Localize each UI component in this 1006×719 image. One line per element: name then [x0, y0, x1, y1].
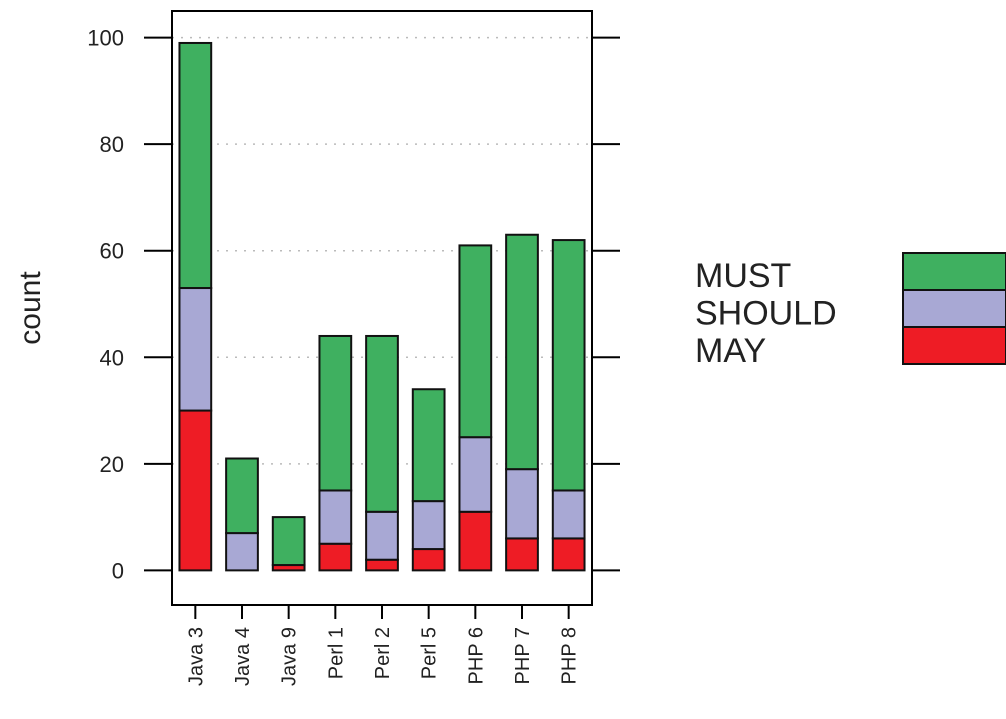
bar-segment-must [411, 388, 446, 503]
x-tick-label: PHP 6 [465, 627, 487, 684]
x-tick-label: Java 4 [232, 627, 254, 686]
bar-segment-must [365, 334, 399, 513]
x-tick-label: Perl 1 [325, 627, 347, 679]
bar-segment-should [178, 287, 213, 412]
bar-segment-may [365, 558, 399, 572]
bar-segment-must [225, 457, 259, 535]
legend-label-may: MAY [695, 332, 766, 370]
legend-swatch-may [902, 326, 1006, 365]
x-tick-label: Perl 2 [372, 627, 394, 679]
x-tick-label: PHP 7 [512, 627, 534, 684]
legend-label-should: SHOULD [695, 295, 837, 333]
bar-segment-should [505, 468, 539, 540]
y-axis-title: count [14, 271, 47, 345]
bars [178, 41, 586, 572]
y-tick-label: 60 [100, 239, 124, 264]
bar-segment-must [458, 244, 493, 439]
bar-segment-should [551, 489, 586, 540]
y-tick-label: 40 [100, 345, 124, 370]
x-axis: Java 3 Java 4 Java 9 Perl 1 Perl 2 Perl 5 PHP … [185, 605, 581, 686]
y-tick-label: 100 [87, 26, 124, 51]
legend-swatch-should [902, 289, 1006, 328]
bar-segment-may [505, 537, 539, 572]
x-tick-label: Java 3 [185, 627, 207, 686]
bar-segment-should [225, 532, 259, 572]
x-tick-label: PHP 8 [559, 627, 581, 684]
y-tick-label: 0 [112, 558, 124, 583]
legend-swatch-must [902, 252, 1006, 291]
bar-segment-may [178, 409, 213, 572]
bar-segment-should [318, 489, 353, 545]
bar-segment-must [505, 233, 539, 471]
bar-segment-may [318, 542, 353, 572]
bar-segment-must [271, 516, 306, 567]
bar-segment-must [178, 41, 213, 290]
bar-segment-should [365, 510, 399, 561]
bar-segment-must [318, 334, 353, 492]
bar-segment-may [458, 510, 493, 572]
legend-label-must: MUST [695, 257, 791, 295]
bar-segment-may [551, 537, 586, 572]
bar-segment-may [411, 548, 446, 572]
x-tick-label: Perl 5 [419, 627, 441, 679]
x-tick-label: Java 9 [279, 627, 301, 686]
y-tick-label: 80 [100, 132, 124, 157]
bar-segment-should [458, 436, 493, 513]
bar-segment-should [411, 500, 446, 551]
y-axis: 0 20 40 60 80 100 [87, 26, 620, 583]
bar-segment-must [551, 239, 586, 492]
y-tick-label: 20 [100, 452, 124, 477]
